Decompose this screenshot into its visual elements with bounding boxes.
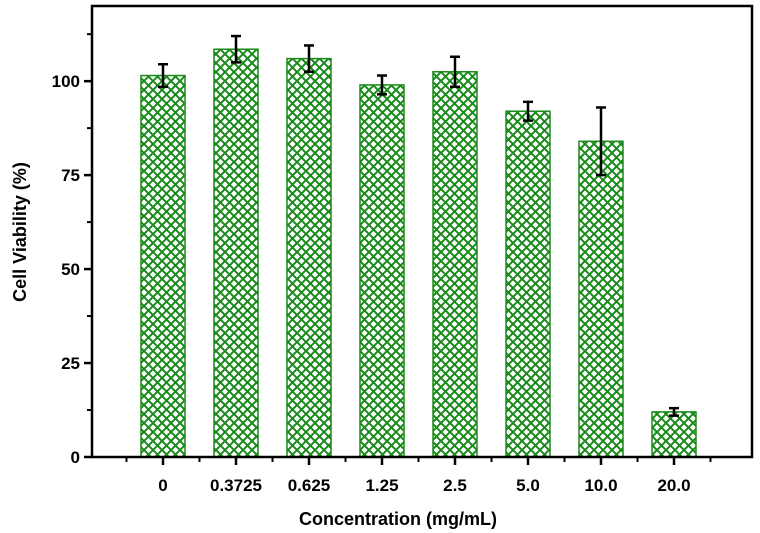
error-bars — [158, 34, 679, 417]
x-tick-label: 0.625 — [288, 476, 331, 495]
bar-5.0 — [505, 110, 551, 458]
x-tick-label: 0 — [158, 476, 167, 495]
bars — [140, 48, 697, 458]
bar-0 — [140, 74, 186, 458]
x-axis-title: Concentration (mg/mL) — [299, 509, 497, 529]
error-bar-0 — [158, 63, 168, 89]
bar-20.0 — [651, 411, 697, 458]
bar-0.3725 — [213, 48, 259, 458]
x-tick-label: 1.25 — [365, 476, 398, 495]
bar-2.5 — [432, 71, 478, 458]
y-tick-label: 25 — [61, 354, 80, 373]
y-tick-label: 50 — [61, 260, 80, 279]
x-tick-label: 5.0 — [516, 476, 540, 495]
error-bar-20.0 — [669, 406, 679, 417]
error-bar-5.0 — [523, 100, 533, 122]
x-tick-label: 2.5 — [443, 476, 467, 495]
y-tick-label: 0 — [71, 448, 80, 467]
y-axis-title: Cell Viability (%) — [10, 162, 30, 302]
error-bar-0.3725 — [231, 34, 241, 64]
y-tick-label: 75 — [61, 166, 80, 185]
error-bar-10.0 — [596, 106, 606, 177]
x-tick-label: 10.0 — [584, 476, 617, 495]
error-bar-1.25 — [377, 74, 387, 96]
error-bar-2.5 — [450, 55, 460, 89]
x-tick-label: 0.3725 — [210, 476, 262, 495]
bar-0.625 — [286, 57, 332, 458]
plot-frame — [90, 4, 754, 459]
bar-1.25 — [359, 84, 405, 458]
bar-10.0 — [578, 140, 624, 458]
x-tick-label: 20.0 — [657, 476, 690, 495]
axes: 0 25 50 75 100 0 0.3725 0.625 1.25 2.5 5.0 10.0 20.0 — [52, 33, 712, 495]
y-tick-label: 100 — [52, 72, 80, 91]
error-bar-0.625 — [304, 44, 314, 74]
